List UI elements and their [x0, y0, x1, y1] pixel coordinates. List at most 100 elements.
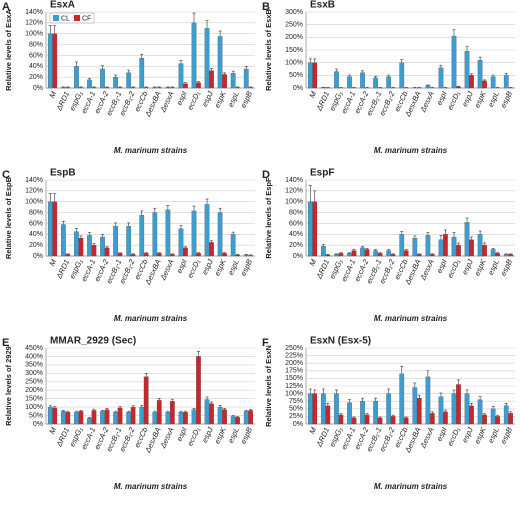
bar: [403, 417, 409, 425]
error-bar: [504, 403, 508, 406]
error-bar: [249, 254, 253, 256]
error-bar: [74, 228, 78, 232]
error-bar: [387, 249, 391, 251]
bar: [52, 407, 58, 425]
bar: [464, 51, 470, 89]
bar: [183, 83, 188, 89]
bar: [456, 86, 461, 89]
error-bar: [87, 232, 91, 236]
legend-label: CL: [61, 15, 70, 22]
bar: [307, 393, 313, 425]
bar: [390, 416, 396, 425]
error-bar: [426, 232, 430, 236]
error-bar: [223, 252, 227, 254]
bar: [130, 254, 136, 257]
bar: [191, 22, 197, 89]
error-bar: [92, 86, 96, 88]
bar: [217, 406, 223, 425]
error-bar: [361, 245, 365, 248]
error-bar: [66, 86, 70, 88]
x-tick-label: espB: [239, 90, 254, 109]
error-bar: [61, 220, 65, 225]
y-tick-label: 100%: [25, 199, 43, 206]
error-bar: [144, 373, 148, 377]
error-bar: [205, 198, 209, 205]
error-bar: [417, 394, 421, 399]
y-tick-label: 0%: [293, 85, 303, 92]
error-bar: [509, 253, 513, 255]
legend-label: CF: [82, 15, 91, 22]
error-bar: [92, 408, 96, 411]
bar: [191, 409, 197, 425]
bar: [165, 412, 171, 425]
bar: [100, 68, 105, 89]
bar: [412, 237, 418, 257]
bar: [508, 413, 514, 425]
y-tick-label: 0%: [33, 85, 43, 92]
bar: [126, 412, 132, 425]
bar: [152, 87, 158, 89]
error-bar: [334, 389, 338, 394]
error-bar: [404, 249, 408, 251]
error-bar: [321, 388, 325, 394]
bar: [78, 87, 84, 89]
y-tick-label: 120%: [25, 188, 43, 195]
x-tick-label: espK: [213, 89, 229, 109]
error-bar: [79, 86, 83, 88]
bar: [495, 253, 500, 257]
bar: [373, 401, 378, 425]
error-bar: [387, 74, 391, 77]
bar: [469, 75, 474, 89]
bar: [47, 406, 53, 425]
x-tick-label: M: [47, 257, 58, 267]
bar: [156, 253, 162, 257]
bar: [312, 201, 318, 257]
error-bar: [249, 409, 253, 411]
bar: [156, 400, 162, 425]
bar: [477, 59, 483, 89]
error-bar: [48, 405, 52, 408]
error-bar: [439, 392, 443, 397]
error-bar: [452, 389, 456, 394]
bar: [443, 234, 448, 257]
y-tick-label: 120%: [285, 188, 303, 195]
error-bar: [465, 46, 469, 52]
bar: [143, 253, 149, 257]
bar: [347, 253, 352, 257]
bar: [243, 254, 249, 257]
x-tick-label: M: [47, 89, 58, 99]
x-tick-label: espB: [239, 426, 254, 445]
error-bar: [179, 225, 183, 229]
error-bar: [374, 76, 378, 78]
error-bar: [378, 416, 382, 418]
error-bar: [48, 25, 52, 34]
error-bar: [404, 416, 408, 418]
x-tick-label: espB: [499, 90, 514, 109]
y-tick-label: 60%: [29, 220, 43, 227]
bar: [91, 244, 97, 257]
bar: [113, 76, 118, 89]
error-bar: [465, 217, 469, 223]
bar: [178, 412, 184, 425]
bar: [360, 72, 365, 89]
error-bar: [374, 249, 378, 251]
bar: [65, 412, 71, 425]
bar: [217, 212, 223, 257]
x-tick-label: M: [307, 89, 318, 99]
error-bar: [443, 229, 447, 235]
error-bar: [179, 410, 183, 413]
error-bar: [131, 405, 135, 408]
y-tick-label: 75%: [289, 398, 303, 405]
chart-title: MMAR_2929 (Sec): [50, 336, 136, 347]
bar: [100, 236, 105, 257]
error-bar: [504, 253, 508, 255]
error-bar: [53, 406, 57, 408]
bar: [399, 62, 405, 89]
error-bar: [210, 401, 214, 404]
chart-title: EspB: [50, 168, 76, 179]
bar: [312, 62, 318, 89]
bar: [169, 87, 175, 89]
y-tick-label: 400%: [25, 353, 43, 360]
bar: [74, 66, 79, 89]
error-bar: [313, 190, 317, 202]
